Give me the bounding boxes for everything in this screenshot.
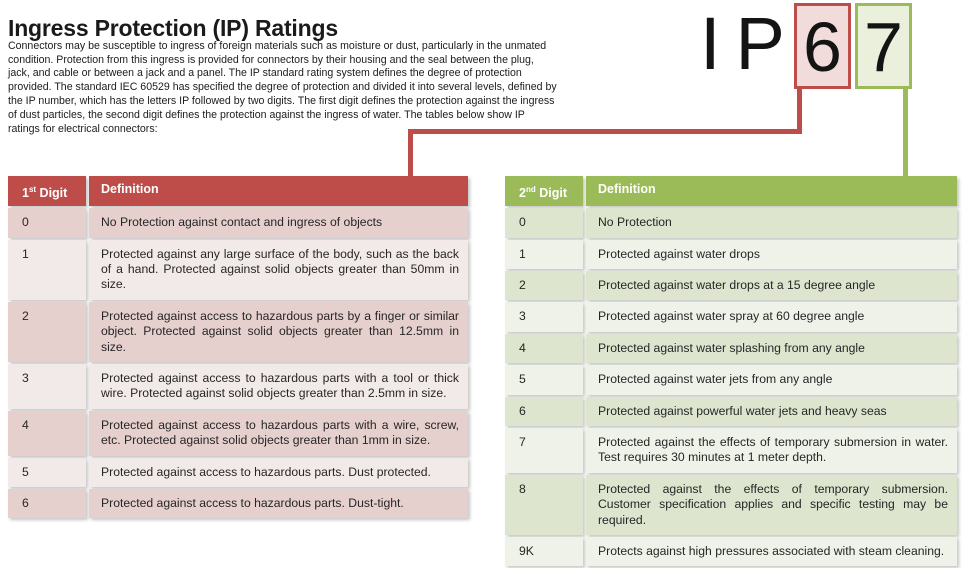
- first-digit-connector-horizontal: [408, 129, 802, 134]
- table-row: 3 Protected against water spray at 60 de…: [505, 302, 957, 332]
- digit-cell: 9K: [505, 537, 583, 567]
- digit-cell: 8: [505, 474, 583, 536]
- table-row: 6 Protected against powerful water jets …: [505, 396, 957, 426]
- first-digit-value: 6: [803, 8, 842, 86]
- table-row: 4 Protected against access to hazardous …: [8, 410, 468, 456]
- second-digit-value: 7: [864, 8, 903, 86]
- second-digit-table: 2nd Digit Definition 0 No Protection 1 P…: [505, 176, 957, 568]
- digit-cell: 0: [8, 208, 86, 238]
- digit-cell: 6: [505, 396, 583, 426]
- table-row: 9K Protects against high pressures assoc…: [505, 537, 957, 567]
- definition-column-header: Definition: [89, 176, 468, 207]
- definition-cell: Protected against powerful water jets an…: [586, 396, 957, 426]
- page-title: Ingress Protection (IP) Ratings: [8, 15, 338, 42]
- definition-cell: Protected against any large surface of t…: [89, 239, 468, 300]
- table-header-row: 2nd Digit Definition: [505, 176, 957, 207]
- definition-cell: Protected against the effects of tempora…: [586, 474, 957, 536]
- first-digit-table: 1st Digit Definition 0 No Protection aga…: [8, 176, 468, 520]
- intro-paragraph: Connectors may be susceptible to ingress…: [8, 39, 557, 136]
- definition-cell: Protected against access to hazardous pa…: [89, 410, 468, 456]
- table-row: 0 No Protection: [505, 208, 957, 238]
- first-digit-connector-descender: [408, 129, 413, 177]
- definition-cell: Protected against access to hazardous pa…: [89, 364, 468, 409]
- digit-ordinal-suffix: st: [28, 185, 37, 194]
- table-row: 1 Protected against water drops: [505, 239, 957, 269]
- first-digit-connector-vertical: [797, 88, 802, 134]
- definition-cell: Protected against the effects of tempora…: [586, 428, 957, 473]
- definition-cell: Protected against water drops at a 15 de…: [586, 270, 957, 301]
- digit-ordinal-number: 2: [519, 186, 526, 201]
- digit-header-label: Digit: [535, 186, 567, 201]
- digit-ordinal-number: 1: [22, 186, 29, 201]
- definition-column-header: Definition: [586, 176, 957, 207]
- ip-prefix-text: IP: [700, 2, 800, 85]
- digit-header-label: Digit: [36, 186, 68, 201]
- table-row: 1 Protected against any large surface of…: [8, 239, 468, 300]
- digit-column-header: 2nd Digit: [505, 176, 583, 207]
- definition-cell: Protected against water spray at 60 degr…: [586, 302, 957, 332]
- second-digit-box: 7: [855, 3, 912, 89]
- definition-cell: No Protection against contact and ingres…: [89, 208, 468, 238]
- digit-cell: 4: [505, 333, 583, 364]
- table-row: 7 Protected against the effects of tempo…: [505, 428, 957, 473]
- digit-ordinal-suffix: nd: [525, 185, 536, 194]
- digit-cell: 5: [505, 365, 583, 395]
- digit-cell: 1: [505, 239, 583, 269]
- table-row: 5 Protected against access to hazardous …: [8, 457, 468, 488]
- second-digit-connector-vertical: [903, 88, 908, 178]
- digit-cell: 7: [505, 428, 583, 473]
- definition-cell: Protected against water jets from any an…: [586, 365, 957, 395]
- table-row: 2 Protected against water drops at a 15 …: [505, 270, 957, 301]
- definition-cell: Protected against access to hazardous pa…: [89, 489, 468, 519]
- definition-cell: Protected against water splashing from a…: [586, 333, 957, 364]
- digit-cell: 0: [505, 208, 583, 238]
- definition-cell: Protected against water drops: [586, 239, 957, 269]
- table-row: 8 Protected against the effects of tempo…: [505, 474, 957, 536]
- definition-cell: No Protection: [586, 208, 957, 238]
- digit-cell: 6: [8, 489, 86, 519]
- definition-cell: Protected against access to hazardous pa…: [89, 457, 468, 488]
- table-row: 3 Protected against access to hazardous …: [8, 364, 468, 409]
- digit-cell: 3: [505, 302, 583, 332]
- table-row: 0 No Protection against contact and ingr…: [8, 208, 468, 238]
- first-digit-box: 6: [794, 3, 851, 89]
- digit-cell: 5: [8, 457, 86, 488]
- digit-cell: 2: [8, 301, 86, 362]
- table-row: 4 Protected against water splashing from…: [505, 333, 957, 364]
- table-row: 6 Protected against access to hazardous …: [8, 489, 468, 519]
- table-header-row: 1st Digit Definition: [8, 176, 468, 207]
- definition-cell: Protected against access to hazardous pa…: [89, 301, 468, 362]
- digit-cell: 3: [8, 364, 86, 409]
- definition-cell: Protects against high pressures associat…: [586, 537, 957, 567]
- digit-cell: 2: [505, 270, 583, 301]
- digit-cell: 4: [8, 410, 86, 456]
- digit-cell: 1: [8, 239, 86, 300]
- digit-column-header: 1st Digit: [8, 176, 86, 207]
- table-row: 5 Protected against water jets from any …: [505, 365, 957, 395]
- table-row: 2 Protected against access to hazardous …: [8, 301, 468, 362]
